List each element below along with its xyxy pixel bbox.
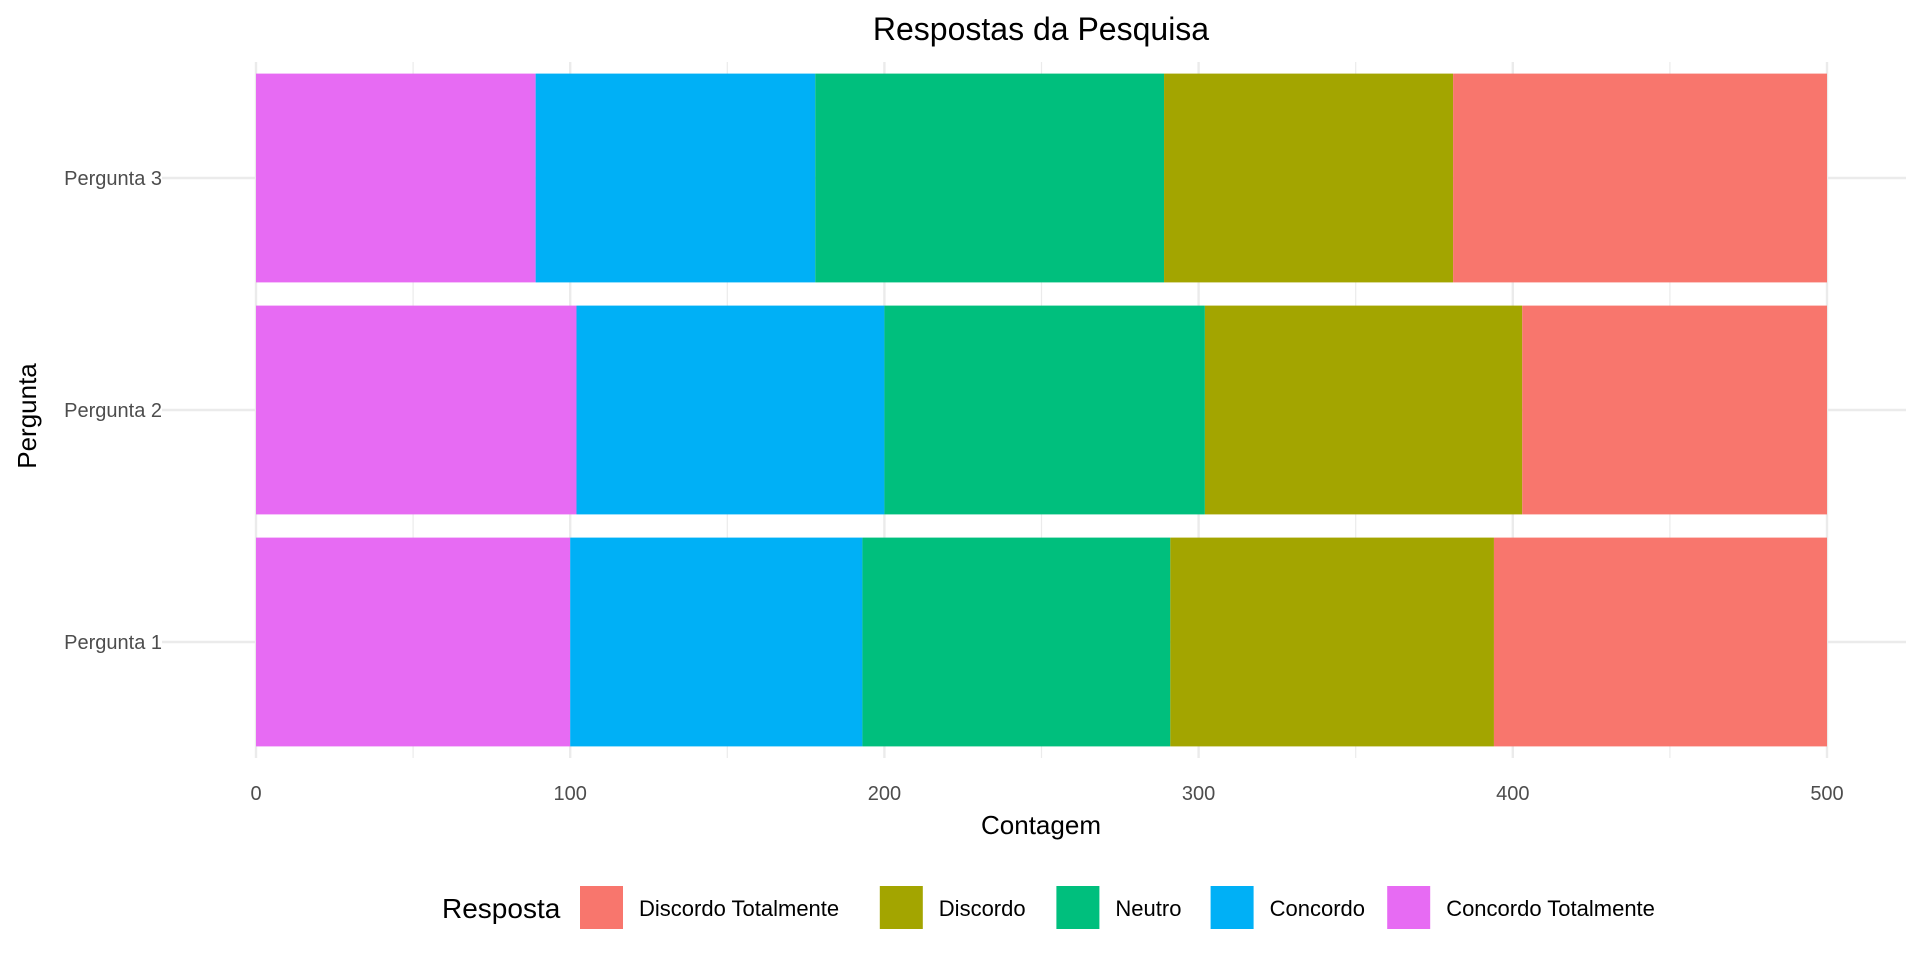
legend-swatch — [1210, 886, 1254, 929]
bar-segment — [570, 537, 863, 747]
bar-segment — [884, 305, 1205, 515]
legend-swatch — [1387, 886, 1431, 929]
legend-label: Concordo Totalmente — [1446, 896, 1655, 921]
bar-segment — [862, 537, 1171, 747]
x-tick-label: 300 — [1182, 783, 1215, 805]
x-tick-label: 100 — [554, 783, 587, 805]
y-axis-ticks: Pergunta 1 Pergunta 2 Pergunta 3 — [64, 168, 162, 654]
legend-title: Resposta — [442, 893, 561, 924]
legend-swatch — [879, 886, 923, 929]
bar-segment — [1493, 537, 1827, 747]
x-tick-label: 500 — [1810, 783, 1843, 805]
legend-swatch — [580, 886, 623, 929]
chart-title: Respostas da Pesquisa — [873, 11, 1209, 47]
x-axis-ticks: 0 100 200 300 400 500 — [250, 783, 1843, 805]
y-tick-label: Pergunta 1 — [64, 632, 162, 654]
bars — [256, 73, 1827, 747]
bar-segment — [256, 73, 536, 283]
legend: Resposta Discordo Totalmente Discordo Neutr… — [442, 886, 1655, 929]
bar-segment — [1164, 73, 1454, 283]
x-tick-label: 400 — [1496, 783, 1529, 805]
legend-label: Discordo Totalmente — [639, 896, 839, 921]
x-axis-title: Contagem — [981, 810, 1101, 840]
legend-label: Discordo — [939, 896, 1026, 921]
y-axis-title: Pergunta — [12, 363, 42, 469]
legend-label: Concordo — [1270, 896, 1365, 921]
legend-label: Neutro — [1115, 896, 1181, 921]
bar-segment — [1204, 305, 1523, 515]
bar-segment — [1522, 305, 1827, 515]
bar-segment — [256, 305, 577, 515]
y-tick-label: Pergunta 2 — [64, 400, 162, 422]
bar-segment — [256, 537, 571, 747]
x-tick-label: 0 — [250, 783, 261, 805]
bar-segment — [815, 73, 1165, 283]
bar-segment — [1453, 73, 1827, 283]
bar-segment — [1170, 537, 1494, 747]
bar-segment — [535, 73, 816, 283]
bar-segment — [576, 305, 885, 515]
legend-swatch — [1056, 886, 1100, 929]
y-tick-label: Pergunta 3 — [64, 168, 162, 190]
x-tick-label: 200 — [868, 783, 901, 805]
